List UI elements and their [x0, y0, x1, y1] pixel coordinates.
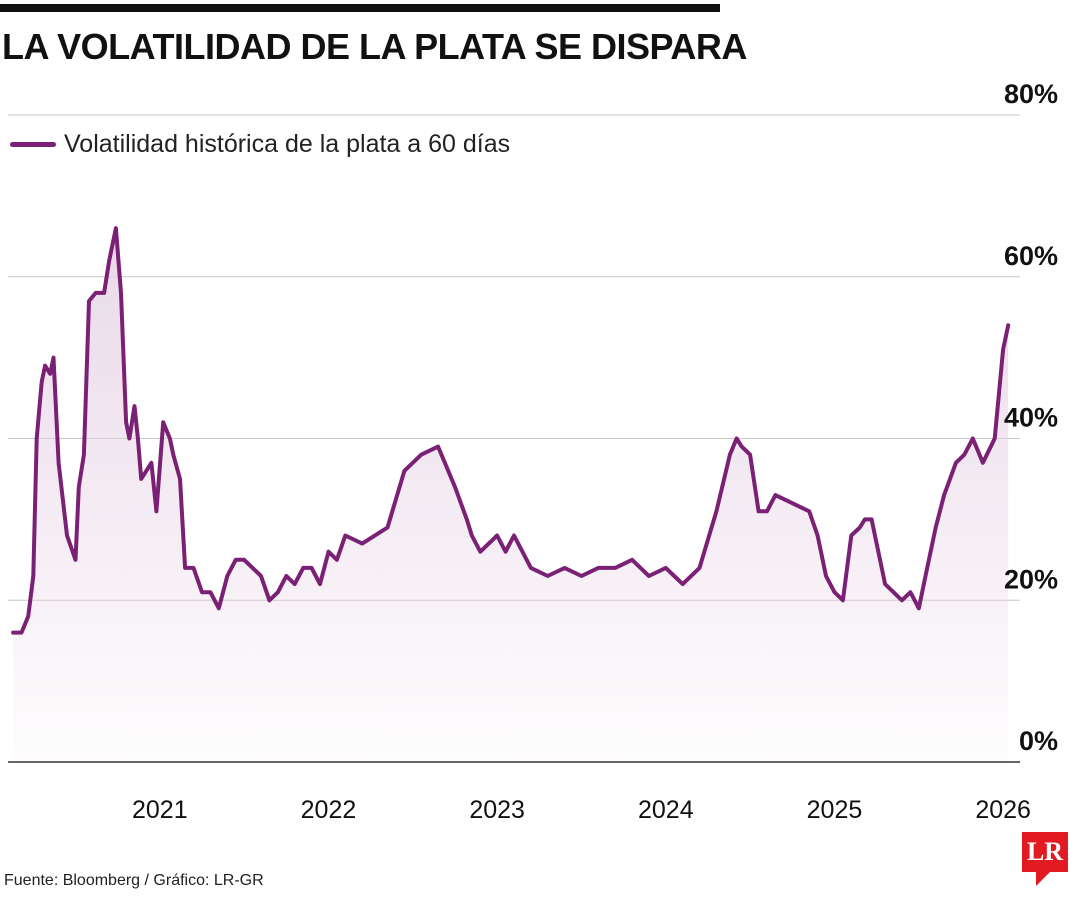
- y-tick-label-60: 60%: [1004, 241, 1058, 271]
- x-tick-label-2024: 2024: [638, 796, 694, 824]
- x-tick-label-2026: 2026: [975, 796, 1031, 824]
- series-area-fill: [13, 228, 1009, 762]
- x-tick-label-2025: 2025: [807, 796, 863, 824]
- y-tick-label-0: 0%: [1019, 726, 1058, 756]
- y-tick-label-20: 20%: [1004, 564, 1058, 594]
- x-tick-label-2021: 2021: [132, 796, 188, 824]
- legend: Volatilidad histórica de la plata a 60 d…: [10, 130, 510, 159]
- chart-title: LA VOLATILIDAD DE LA PLATA SE DISPARA: [2, 26, 747, 67]
- y-tick-label-40: 40%: [1004, 403, 1058, 433]
- legend-line-swatch: [10, 142, 56, 147]
- source-note: Fuente: Bloomberg / Gráfico: LR-GR: [4, 872, 264, 889]
- legend-label: Volatilidad histórica de la plata a 60 d…: [64, 130, 511, 158]
- x-tick-label-2023: 2023: [469, 796, 525, 824]
- top-rule: [0, 4, 720, 12]
- lr-logo-text: LR: [1026, 837, 1064, 866]
- lr-logo-tail: [1036, 872, 1050, 886]
- lr-logo: LR: [1022, 832, 1068, 872]
- series-line: [11, 226, 1011, 635]
- area-layer: [11, 226, 1011, 762]
- y-tick-label-80: 80%: [1004, 79, 1058, 109]
- x-tick-label-2022: 2022: [301, 796, 357, 824]
- label-layer: 80% 60% 40% 20% 0% 2021 2022 2023 2024 2025 2026: [132, 79, 1058, 824]
